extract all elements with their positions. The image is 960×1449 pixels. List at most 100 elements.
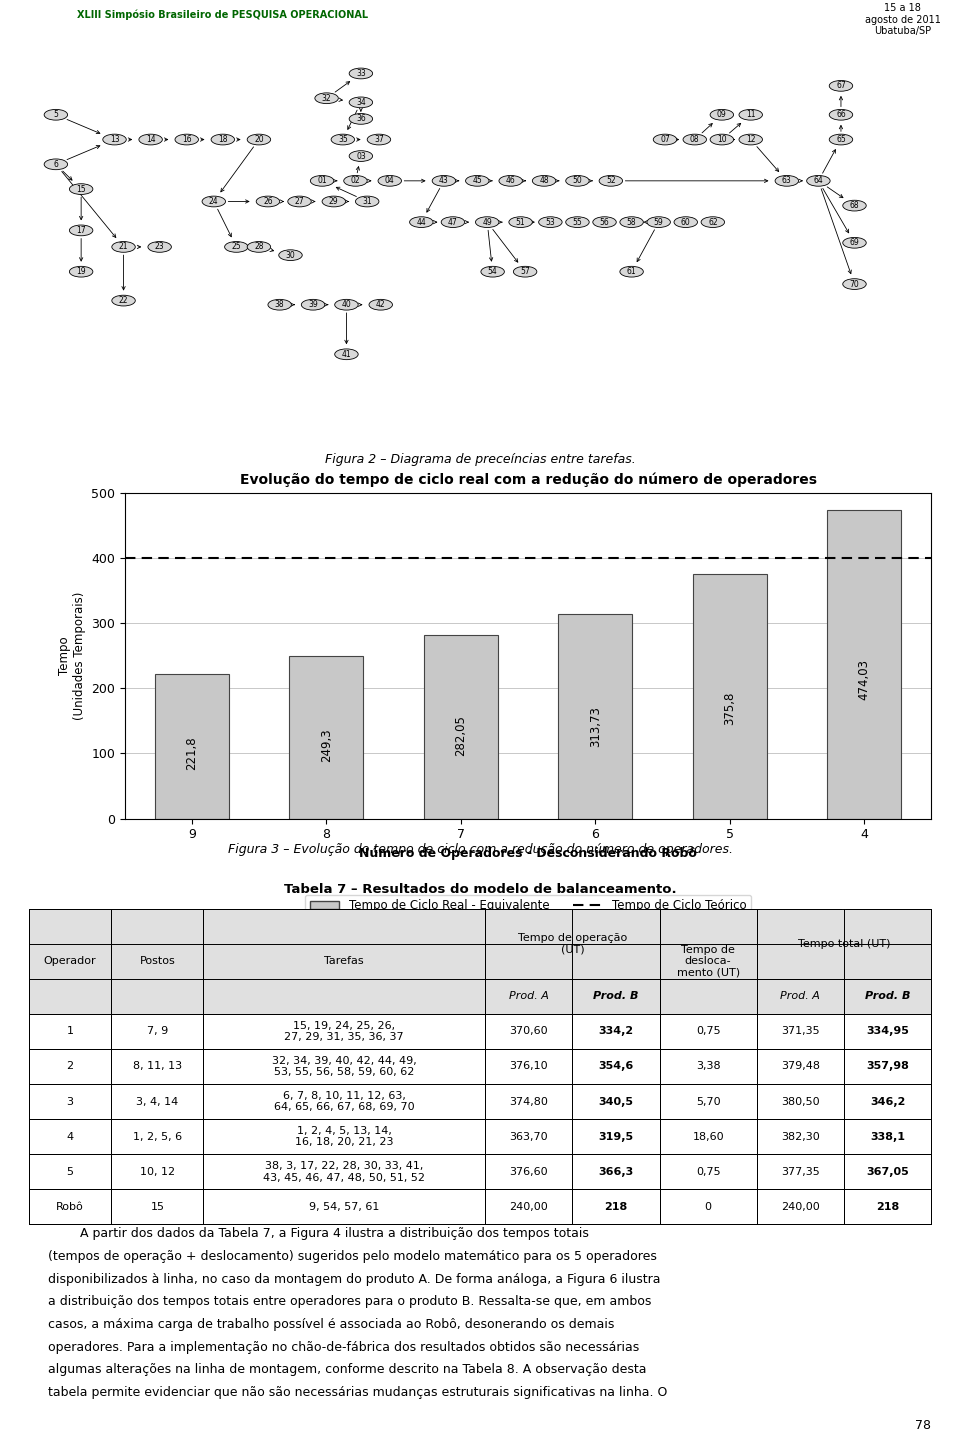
Bar (827, 510, 900, 819)
Text: 0: 0 (705, 1201, 711, 1211)
Circle shape (247, 242, 271, 252)
Text: 39: 39 (308, 300, 318, 309)
Text: 354,6: 354,6 (598, 1062, 634, 1071)
Text: 218: 218 (876, 1201, 900, 1211)
Circle shape (674, 217, 698, 227)
Text: 31: 31 (362, 197, 372, 206)
Bar (660, 1049, 756, 1084)
Bar (204, 1190, 485, 1224)
Text: 30: 30 (286, 251, 296, 259)
Bar (572, 1084, 660, 1119)
Text: 28: 28 (254, 242, 264, 252)
Text: 218: 218 (605, 1201, 628, 1211)
Circle shape (620, 267, 643, 277)
Text: Tempo de
desloca-
mento (UT): Tempo de desloca- mento (UT) (677, 945, 740, 978)
Text: a distribuição dos tempos totais entre operadores para o produto B. Ressalta-se : a distribuição dos tempos totais entre o… (48, 1295, 652, 1308)
Text: 19: 19 (77, 267, 86, 277)
Text: disponibilizados à linha, no caso da montagem do produto A. De forma análoga, a : disponibilizados à linha, no caso da mon… (48, 1272, 660, 1285)
Text: 363,70: 363,70 (510, 1132, 548, 1142)
Text: 0,75: 0,75 (696, 1166, 721, 1177)
Text: 67: 67 (836, 81, 846, 90)
Circle shape (481, 267, 504, 277)
Circle shape (331, 135, 354, 145)
Text: 1: 1 (66, 1026, 74, 1036)
Circle shape (211, 135, 234, 145)
Text: (tempos de operação + deslocamento) sugeridos pelo modelo matemático para os 5 o: (tempos de operação + deslocamento) suge… (48, 1250, 657, 1264)
Text: 10, 12: 10, 12 (140, 1166, 175, 1177)
Circle shape (843, 278, 866, 290)
Bar (844, 1190, 931, 1224)
Text: 474,03: 474,03 (857, 659, 871, 700)
Circle shape (442, 217, 465, 227)
Text: 15: 15 (151, 1201, 164, 1211)
Text: 334,95: 334,95 (866, 1026, 909, 1036)
Circle shape (139, 135, 162, 145)
Text: 379,48: 379,48 (780, 1062, 820, 1071)
Text: 20: 20 (254, 135, 264, 143)
Circle shape (148, 242, 172, 252)
Text: 376,60: 376,60 (510, 1166, 548, 1177)
Bar (572, 1049, 660, 1084)
Bar (756, 1155, 844, 1190)
Text: 48: 48 (540, 177, 549, 185)
Bar (111, 1014, 204, 1049)
Text: 313,73: 313,73 (588, 706, 602, 748)
Text: 24: 24 (209, 197, 219, 206)
Bar (485, 1014, 572, 1049)
Bar (756, 1119, 844, 1155)
Circle shape (349, 113, 372, 125)
Bar (204, 909, 485, 1014)
Text: 27: 27 (295, 197, 304, 206)
Circle shape (111, 296, 135, 306)
Circle shape (111, 242, 135, 252)
Text: 32, 34, 39, 40, 42, 44, 49,
53, 55, 56, 58, 59, 60, 62: 32, 34, 39, 40, 42, 44, 49, 53, 55, 56, … (272, 1056, 417, 1077)
Text: 29: 29 (329, 197, 339, 206)
Text: 346,2: 346,2 (870, 1097, 905, 1107)
Circle shape (44, 109, 67, 120)
Bar (29, 1155, 111, 1190)
Circle shape (509, 217, 533, 227)
Text: 37: 37 (374, 135, 384, 143)
Text: 377,35: 377,35 (780, 1166, 820, 1177)
Bar (111, 909, 204, 1014)
Bar (660, 1190, 756, 1224)
Text: 8, 11, 13: 8, 11, 13 (132, 1062, 182, 1071)
Circle shape (367, 135, 391, 145)
Bar (111, 1049, 204, 1084)
Text: 69: 69 (850, 238, 859, 248)
Text: 15, 19, 24, 25, 26,
27, 29, 31, 35, 36, 37: 15, 19, 24, 25, 26, 27, 29, 31, 35, 36, … (284, 1020, 404, 1042)
Text: Tempo total (UT): Tempo total (UT) (798, 939, 890, 949)
Bar (204, 1049, 485, 1084)
Circle shape (410, 217, 433, 227)
Circle shape (620, 217, 643, 227)
Text: algumas alterações na linha de montagem, conforme descrito na Tabela 8. A observ: algumas alterações na linha de montagem,… (48, 1364, 646, 1377)
Text: Figura 2 – Diagrama de preceíncias entre tarefas.: Figura 2 – Diagrama de preceíncias entre… (324, 452, 636, 465)
Circle shape (69, 225, 93, 236)
Text: 7, 9: 7, 9 (147, 1026, 168, 1036)
Circle shape (335, 349, 358, 359)
Text: 10: 10 (717, 135, 727, 143)
Circle shape (349, 151, 372, 161)
Circle shape (829, 135, 852, 145)
Text: tabela permite evidenciar que não são necessárias mudanças estruturais significa: tabela permite evidenciar que não são ne… (48, 1385, 667, 1398)
Bar (29, 1084, 111, 1119)
Text: 371,35: 371,35 (780, 1026, 820, 1036)
Circle shape (349, 68, 372, 78)
Text: 5: 5 (66, 1166, 74, 1177)
Text: 53: 53 (545, 217, 555, 226)
Circle shape (44, 159, 67, 170)
Bar (156, 674, 229, 819)
Text: 16: 16 (181, 135, 192, 143)
Circle shape (103, 135, 127, 145)
Text: 08: 08 (690, 135, 700, 143)
Text: 35: 35 (338, 135, 348, 143)
Bar (660, 1014, 756, 1049)
Bar (423, 635, 497, 819)
Bar (660, 1084, 756, 1119)
Bar (485, 1119, 572, 1155)
Bar (660, 1119, 756, 1155)
Circle shape (202, 196, 226, 207)
Circle shape (175, 135, 199, 145)
Bar (485, 1084, 572, 1119)
Circle shape (69, 184, 93, 194)
